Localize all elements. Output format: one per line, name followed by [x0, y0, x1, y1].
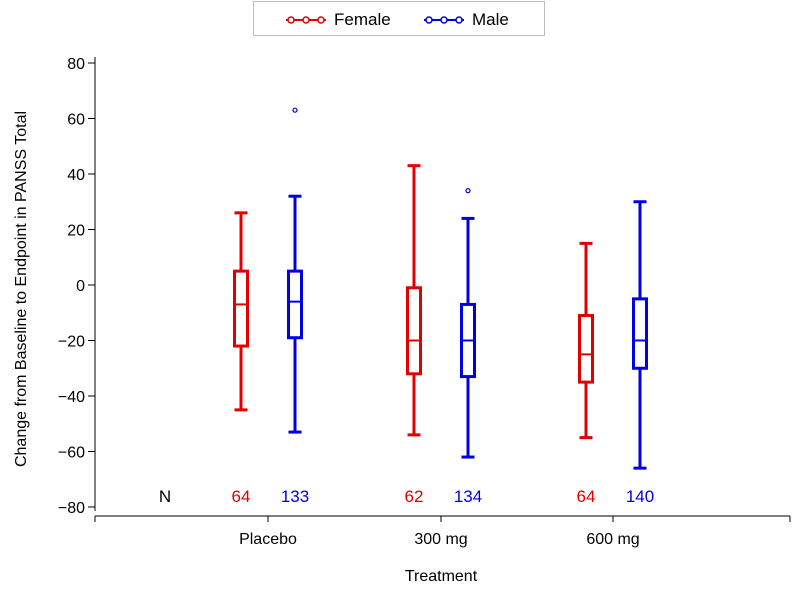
- outlier-point-male: [292, 107, 298, 113]
- y-tick-label: −80: [58, 500, 85, 517]
- n-count-male: 140: [626, 487, 654, 506]
- legend-label-male: Male: [472, 10, 509, 29]
- n-count-male: 133: [281, 487, 309, 506]
- x-axis-title: Treatment: [405, 568, 478, 585]
- y-tick-label: 0: [76, 278, 85, 295]
- legend: Female Male: [253, 1, 545, 36]
- y-tick-label: 80: [67, 56, 85, 73]
- x-tick-label: 600 mg: [586, 531, 639, 548]
- y-tick-label: −40: [58, 389, 85, 406]
- legend-item-female: Female: [286, 10, 391, 30]
- x-tick-label: 300 mg: [414, 531, 467, 548]
- box-male: [632, 297, 648, 370]
- n-count-female: 62: [405, 487, 424, 506]
- n-row-label: N: [159, 487, 171, 506]
- x-tick-label: Placebo: [239, 531, 297, 548]
- y-tick-label: 40: [67, 167, 85, 184]
- box-female: [578, 314, 594, 384]
- y-tick-label: 60: [67, 112, 85, 129]
- n-count-female: 64: [232, 487, 251, 506]
- legend-swatch-female-icon: [286, 16, 326, 24]
- n-count-male: 134: [454, 487, 482, 506]
- legend-item-male: Male: [424, 10, 509, 30]
- y-axis-title: Change from Baseline to Endpoint in PANS…: [13, 111, 30, 467]
- box-male: [287, 269, 303, 340]
- legend-label-female: Female: [334, 10, 391, 29]
- legend-swatch-male-icon: [424, 16, 464, 24]
- y-tick-label: −20: [58, 334, 85, 351]
- box-female: [406, 286, 422, 376]
- outlier-point-male: [465, 188, 471, 194]
- n-count-female: 64: [577, 487, 596, 506]
- y-tick-label: −60: [58, 445, 85, 462]
- y-tick-label: 20: [67, 223, 85, 240]
- box-female: [233, 269, 249, 348]
